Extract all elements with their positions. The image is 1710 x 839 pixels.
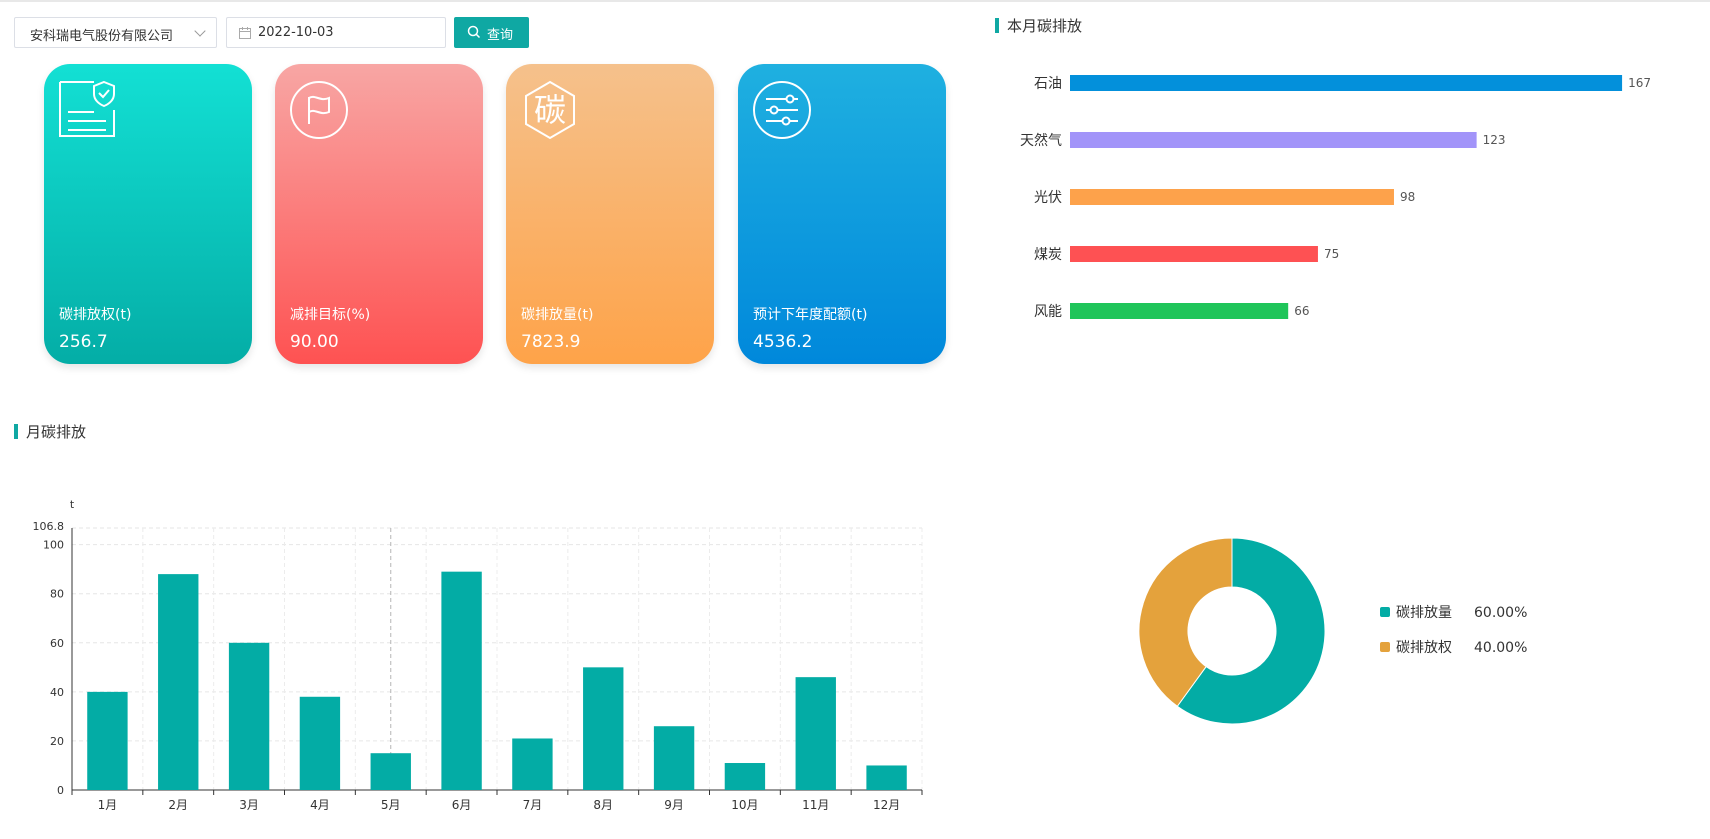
bar-4 (1070, 303, 1289, 319)
x-tick-label: 9月 (664, 798, 684, 812)
card-label: 预计下年度配额(t) (753, 307, 868, 323)
donut-slice-0 (1176, 537, 1326, 725)
card-reduction-target: 减排目标(%) 90.00 (275, 64, 483, 364)
bar-category-label: 石油 (1034, 76, 1062, 92)
section-title-text: 本月碳排放 (1007, 17, 1083, 35)
card-label: 碳排放权(t) (59, 307, 132, 323)
bar-3月 (228, 642, 270, 790)
legend-percent: 40.00% (1474, 640, 1527, 656)
section-marker (995, 18, 999, 33)
sliders-icon (753, 81, 811, 139)
company-select-value: 安科瑞电气股份有限公司 (30, 29, 174, 44)
legend-swatch (1380, 607, 1390, 617)
card-next-year-quota: 预计下年度配额(t) 4536.2 (738, 64, 946, 364)
bar-category-label: 风能 (1034, 304, 1062, 320)
bar-value-label: 98 (1400, 190, 1415, 204)
bar-7月 (512, 738, 553, 790)
bar-category-label: 天然气 (1020, 132, 1062, 149)
date-picker[interactable]: 2022-10-03 (226, 17, 446, 48)
carbon-hexagon-icon: 碳 (525, 80, 575, 140)
x-tick-label: 6月 (452, 798, 472, 812)
legend-percent: 60.00% (1474, 605, 1527, 621)
bar-11月 (795, 677, 836, 790)
card-value: 256.7 (59, 332, 108, 352)
x-tick-label: 12月 (873, 798, 900, 812)
search-icon (467, 25, 481, 39)
bar-0 (1070, 75, 1623, 91)
x-tick-label: 5月 (381, 798, 401, 812)
top-divider (0, 0, 1710, 2)
y-axis-unit-label: t (70, 498, 75, 511)
card-label: 减排目标(%) (290, 307, 371, 323)
bar-9月 (653, 726, 695, 790)
emission-donut-chart: 碳排放量 60.00% 碳排放权 40.00% (1138, 537, 1527, 725)
company-select[interactable]: 安科瑞电气股份有限公司 (14, 17, 217, 48)
document-shield-icon (59, 80, 115, 137)
bar-value-label: 123 (1483, 133, 1506, 147)
x-tick-label: 11月 (802, 798, 829, 812)
current-month-bar-chart: 石油 167 天然气 123 光伏 98 煤炭 75 风能 66 (1020, 75, 1651, 320)
bar-value-label: 167 (1628, 76, 1651, 90)
legend-label: 碳排放权 (1396, 640, 1452, 656)
monthly-bar-chart: 0 20 40 60 80 100 106.8 t 1月 2月 3月 4月 5月 6月 7月 8月 9月 10月 1… (33, 498, 923, 812)
y-tick-label: 60 (50, 637, 64, 650)
bar-value-label: 66 (1294, 304, 1309, 318)
bar-2月 (158, 574, 199, 790)
x-tick-label: 2月 (168, 798, 188, 812)
bar-6月 (441, 571, 482, 790)
query-button-label: 查询 (487, 28, 514, 43)
y-tick-label: 0 (57, 784, 64, 797)
card-carbon-allowance: 碳排放权(t) 256.7 (44, 64, 252, 364)
card-value: 4536.2 (753, 332, 813, 352)
x-tick-label: 10月 (731, 798, 758, 812)
donut-slice-1 (1138, 537, 1233, 707)
bar-category-label: 光伏 (1034, 190, 1062, 206)
x-tick-label: 1月 (98, 798, 118, 812)
bar-5月 (370, 753, 411, 790)
calendar-icon (239, 27, 251, 39)
section-marker (14, 424, 18, 439)
card-value: 7823.9 (521, 332, 581, 352)
bar-1月 (87, 691, 128, 790)
y-tick-label: 20 (50, 735, 64, 748)
card-carbon-emission: 碳 碳排放量(t) 7823.9 (506, 64, 714, 364)
bar-8月 (583, 667, 624, 790)
bar-12月 (866, 765, 907, 790)
bar-category-label: 煤炭 (1034, 247, 1062, 263)
bar-10月 (724, 763, 766, 790)
legend-swatch (1380, 642, 1390, 652)
y-tick-label: 40 (50, 686, 64, 699)
legend-label: 碳排放量 (1396, 605, 1452, 621)
x-tick-label: 8月 (593, 798, 613, 812)
y-max-label: 106.8 (33, 520, 65, 533)
bar-3 (1070, 246, 1318, 262)
query-button[interactable]: 查询 (454, 17, 529, 48)
date-value: 2022-10-03 (258, 25, 334, 40)
card-value: 90.00 (290, 332, 339, 352)
y-tick-label: 100 (43, 539, 64, 552)
carbon-icon-glyph: 碳 (534, 91, 566, 129)
flag-icon (290, 81, 348, 139)
section-title-text: 月碳排放 (26, 423, 87, 441)
x-tick-label: 4月 (310, 798, 330, 812)
y-tick-label: 80 (50, 588, 64, 601)
bar-value-label: 75 (1324, 247, 1339, 261)
chevron-down-icon (194, 25, 206, 37)
bar-1 (1070, 132, 1477, 148)
card-label: 碳排放量(t) (521, 307, 594, 323)
x-tick-label: 7月 (523, 798, 543, 812)
bar-2 (1070, 189, 1394, 205)
bar-4月 (299, 696, 341, 790)
x-tick-label: 3月 (239, 798, 259, 812)
